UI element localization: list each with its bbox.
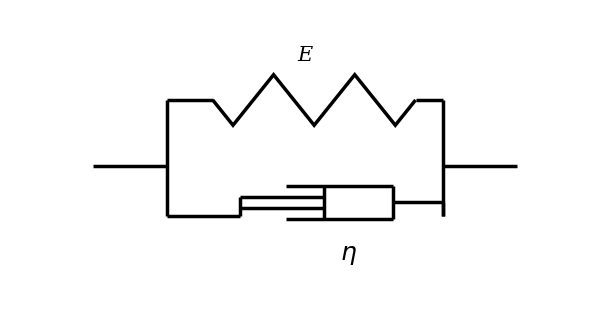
Text: E: E [298, 46, 312, 65]
Text: $\eta$: $\eta$ [340, 244, 357, 267]
